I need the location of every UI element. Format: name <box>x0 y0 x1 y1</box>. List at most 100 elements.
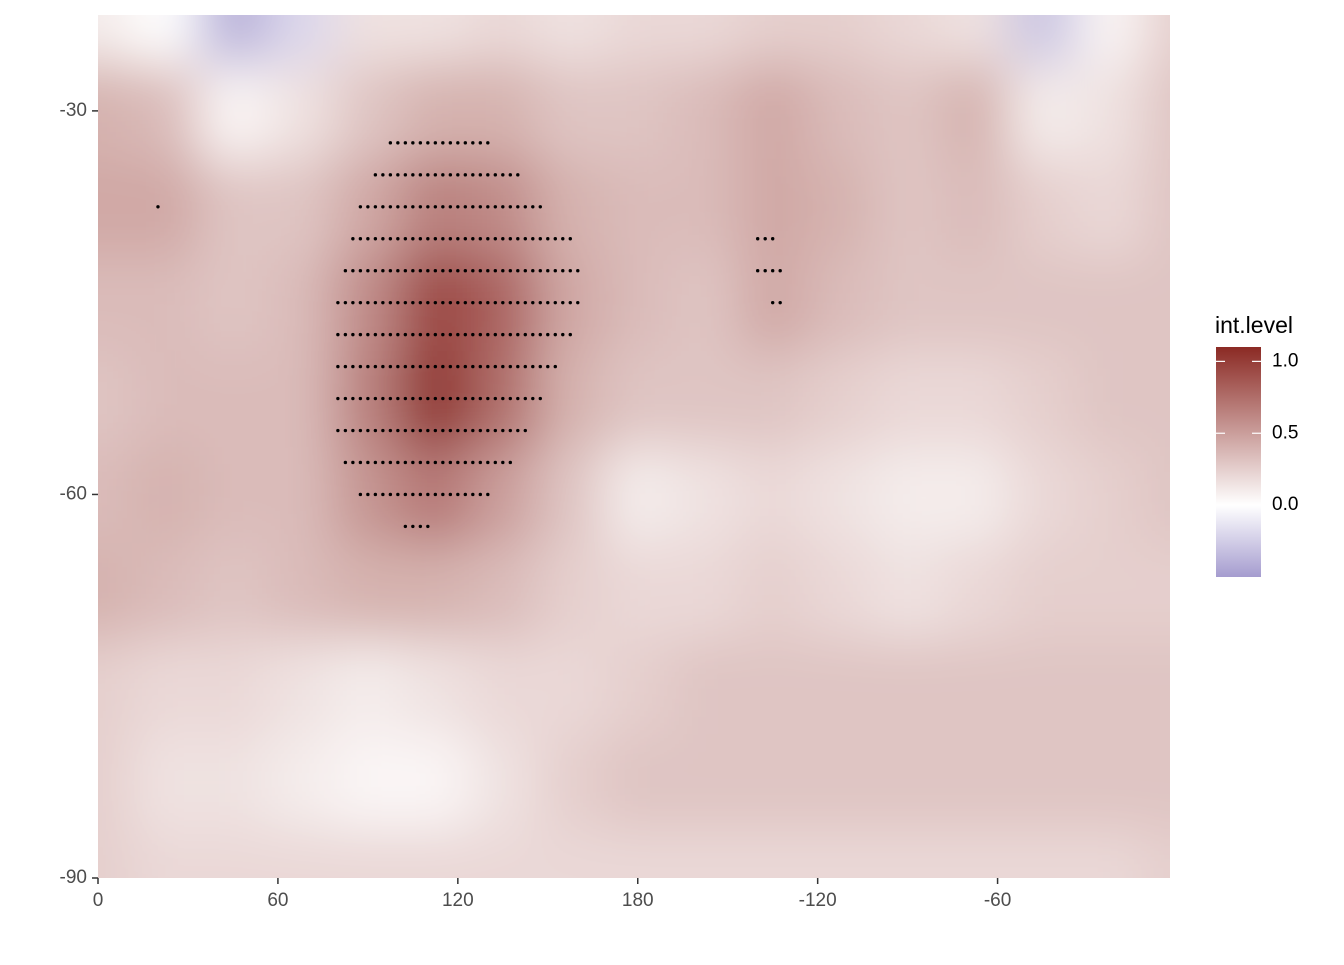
stipple-dot <box>493 269 498 273</box>
stipple-dot <box>546 332 550 337</box>
stipple-dot <box>396 428 400 433</box>
contour-cell <box>941 542 1010 639</box>
stipple-dot <box>418 269 423 273</box>
x-tick-label: 180 <box>622 890 654 911</box>
stipple-dot <box>553 332 557 337</box>
stipple-dot <box>478 141 483 145</box>
contour-cell <box>98 830 133 878</box>
contour-cell <box>536 446 605 543</box>
contour-cell <box>873 638 942 735</box>
stipple-dot <box>463 269 468 273</box>
stipple-dot <box>351 237 355 241</box>
contour-cell <box>536 158 605 256</box>
contour-cell <box>671 158 740 256</box>
contour-cell <box>334 62 403 160</box>
contour-cell <box>873 830 942 878</box>
contour-cell <box>604 734 672 831</box>
stipple-dot <box>411 173 415 177</box>
stipple-dot <box>433 237 438 241</box>
contour-cell <box>671 62 740 160</box>
contour-cell <box>738 158 807 256</box>
stipple-dot <box>456 396 460 401</box>
stipple-dot <box>493 460 498 465</box>
stipple-dot <box>418 332 423 337</box>
stipple-dot <box>471 300 475 305</box>
stipple-dot <box>418 396 423 401</box>
stipple-dot <box>471 332 475 337</box>
stipple-dot <box>366 364 370 369</box>
stipple-dot <box>418 205 423 209</box>
stipple-dot <box>343 269 348 273</box>
stipple-dot <box>770 237 775 241</box>
stipple-dot <box>553 300 557 305</box>
contour-cell <box>604 830 672 878</box>
contour-cell <box>131 542 200 639</box>
stipple-dot <box>493 237 498 241</box>
contour-cell <box>334 15 403 64</box>
stipple-dot <box>441 428 445 433</box>
stipple-dot <box>471 396 475 401</box>
contour-cell <box>334 638 403 735</box>
stipple-dot <box>516 269 520 273</box>
stipple-dot <box>516 332 520 337</box>
contour-cell <box>1076 542 1145 639</box>
stipple-dot <box>508 364 513 369</box>
stipple-dot <box>471 492 475 497</box>
stipple-dot <box>373 460 378 465</box>
y-tick-label: -30 <box>60 100 87 121</box>
stipple-dot <box>463 205 468 209</box>
stipple-dot <box>538 205 542 209</box>
stipple-dot <box>471 460 475 465</box>
stipple-dot <box>508 428 513 433</box>
x-tick-label: -120 <box>799 890 837 911</box>
stipple-dot <box>373 237 378 241</box>
contour-cell <box>98 62 133 160</box>
stipple-dot <box>456 364 460 369</box>
stipple-dot <box>546 364 550 369</box>
contour-cell <box>1008 638 1077 735</box>
contour-cell <box>469 734 538 831</box>
stipple-dot <box>516 205 520 209</box>
stipple-dot <box>366 332 370 337</box>
legend: int.level 0.0 0.5 1.0 <box>1215 312 1298 577</box>
stipple-dot <box>403 460 408 465</box>
stipple-dot <box>456 492 460 497</box>
stipple-dot <box>366 460 370 465</box>
stipple-dot <box>388 332 393 337</box>
stipple-dot <box>343 364 348 369</box>
stipple-dot <box>403 300 408 305</box>
stipple-dot <box>433 428 438 433</box>
stipple-dot <box>156 205 160 209</box>
stipple-dot <box>433 396 438 401</box>
stipple-dot <box>576 269 580 273</box>
contour-cell <box>738 734 807 831</box>
stipple-dot <box>568 300 572 305</box>
stipple-dot <box>516 364 520 369</box>
stipple-dot <box>388 364 393 369</box>
stipple-dot <box>456 269 460 273</box>
stipple-dot <box>478 396 483 401</box>
stipple-dot <box>508 460 513 465</box>
stipple-dot <box>486 300 490 305</box>
stipple-dot <box>366 300 370 305</box>
stipple-dot <box>388 173 393 177</box>
stipple-dot <box>456 237 460 241</box>
stipple-dot <box>426 428 430 433</box>
stipple-dot <box>441 396 445 401</box>
stipple-dot <box>471 269 475 273</box>
stipple-dot <box>343 332 348 337</box>
stipple-dot <box>538 332 542 337</box>
stipple-dot <box>755 269 760 273</box>
stipple-dot <box>538 300 542 305</box>
stipple-dot <box>381 396 385 401</box>
contour-cell <box>469 62 538 160</box>
contour-cell <box>266 254 335 352</box>
contour-cell <box>604 254 672 352</box>
stipple-dot <box>396 396 400 401</box>
stipple-dot <box>441 141 445 145</box>
stipple-dot <box>411 300 415 305</box>
contour-cell <box>1143 638 1170 735</box>
stipple-dot <box>463 173 468 177</box>
stipple-dot <box>448 269 453 273</box>
